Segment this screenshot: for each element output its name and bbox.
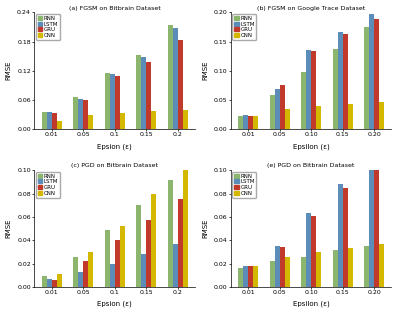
Bar [89, 115, 93, 129]
Bar [333, 49, 337, 129]
Bar [151, 111, 156, 129]
Bar [173, 244, 178, 287]
Bar [379, 102, 384, 129]
Bar [178, 40, 183, 129]
Bar [343, 34, 348, 129]
Title: (a) FGSM on Bitbrain Dataset: (a) FGSM on Bitbrain Dataset [69, 6, 161, 11]
Bar [333, 249, 337, 287]
Bar [279, 85, 285, 129]
Legend: RNN, LSTM, GRU, CNN: RNN, LSTM, GRU, CNN [36, 14, 60, 40]
Bar [316, 106, 321, 129]
Bar [120, 114, 125, 129]
Bar [279, 247, 285, 287]
X-axis label: Epsion (ε): Epsion (ε) [97, 301, 132, 307]
Bar [253, 266, 258, 287]
Bar [110, 264, 115, 287]
Legend: RNN, LSTM, GRU, CNN: RNN, LSTM, GRU, CNN [233, 172, 256, 198]
Bar [42, 276, 47, 287]
Bar [285, 257, 290, 287]
Bar [110, 74, 115, 129]
Bar [89, 252, 93, 287]
Bar [73, 257, 78, 287]
Bar [57, 274, 62, 287]
Bar [173, 28, 178, 129]
Bar [348, 249, 353, 287]
Bar [243, 115, 248, 129]
Bar [105, 73, 110, 129]
Bar [47, 279, 52, 287]
Bar [374, 19, 379, 129]
Bar [120, 226, 125, 287]
Bar [146, 220, 151, 287]
Bar [83, 261, 89, 287]
Bar [270, 261, 275, 287]
Bar [146, 62, 151, 129]
Bar [141, 57, 146, 129]
Bar [238, 116, 243, 129]
Bar [73, 97, 78, 129]
Bar [337, 32, 343, 129]
Bar [105, 230, 110, 287]
X-axis label: Epsion (ε): Epsion (ε) [97, 143, 132, 150]
Bar [311, 51, 316, 129]
X-axis label: Epsilon (ε): Epsilon (ε) [293, 143, 330, 150]
Title: (e) PGD on Bitbrain Dataset: (e) PGD on Bitbrain Dataset [268, 163, 355, 168]
Bar [42, 112, 47, 129]
Bar [275, 246, 279, 287]
Bar [306, 213, 311, 287]
Bar [115, 76, 120, 129]
Bar [306, 50, 311, 129]
Bar [78, 99, 83, 129]
Bar [248, 266, 253, 287]
Bar [141, 254, 146, 287]
Bar [253, 116, 258, 129]
Bar [270, 95, 275, 129]
Bar [183, 170, 188, 287]
Bar [364, 246, 369, 287]
Y-axis label: RMSE: RMSE [202, 61, 208, 80]
Bar [238, 268, 243, 287]
Bar [343, 188, 348, 287]
Bar [243, 266, 248, 287]
Bar [115, 240, 120, 287]
Legend: RNN, LSTM, GRU, CNN: RNN, LSTM, GRU, CNN [36, 172, 60, 198]
Legend: RNN, LSTM, GRU, CNN: RNN, LSTM, GRU, CNN [233, 14, 256, 40]
Bar [369, 14, 374, 129]
Y-axis label: RMSE: RMSE [6, 61, 12, 80]
Bar [337, 184, 343, 287]
Title: (c) PGD on Bitbrain Dataset: (c) PGD on Bitbrain Dataset [71, 163, 158, 168]
Bar [285, 109, 290, 129]
Title: (b) FGSM on Google Trace Dataset: (b) FGSM on Google Trace Dataset [257, 6, 365, 11]
Bar [83, 100, 89, 129]
Bar [183, 110, 188, 129]
X-axis label: Epsilon (ε): Epsilon (ε) [293, 301, 330, 307]
Bar [369, 170, 374, 287]
Bar [348, 104, 353, 129]
Bar [301, 257, 306, 287]
Bar [168, 180, 173, 287]
Bar [151, 193, 156, 287]
Bar [248, 116, 253, 129]
Bar [178, 199, 183, 287]
Bar [364, 27, 369, 129]
Bar [57, 121, 62, 129]
Bar [301, 72, 306, 129]
Bar [379, 244, 384, 287]
Y-axis label: RMSE: RMSE [6, 219, 12, 238]
Bar [47, 112, 52, 129]
Bar [136, 55, 141, 129]
Bar [52, 280, 57, 287]
Bar [275, 89, 279, 129]
Y-axis label: RMSE: RMSE [202, 219, 208, 238]
Bar [78, 272, 83, 287]
Bar [136, 205, 141, 287]
Bar [374, 170, 379, 287]
Bar [311, 216, 316, 287]
Bar [168, 25, 173, 129]
Bar [316, 252, 321, 287]
Bar [52, 114, 57, 129]
